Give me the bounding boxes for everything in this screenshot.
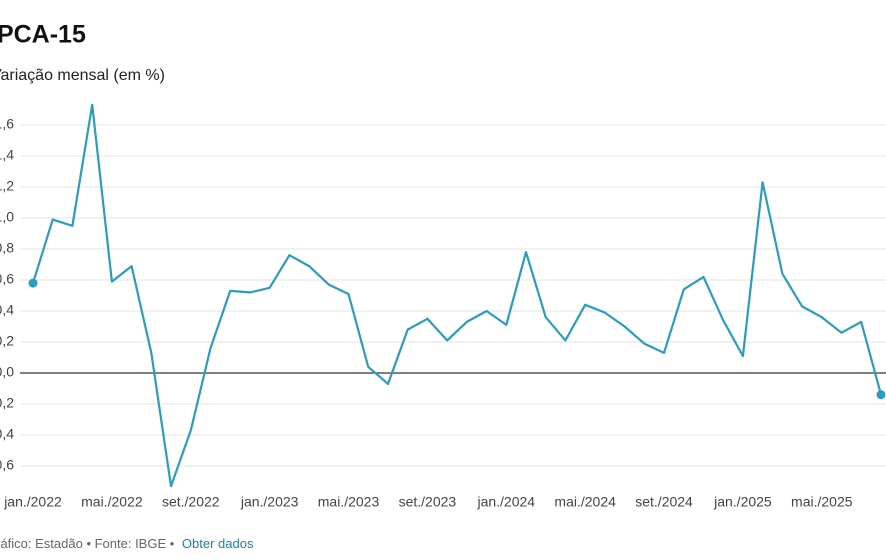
y-tick-label: -0,2 xyxy=(0,395,14,411)
y-tick-label: 1,0 xyxy=(0,209,14,225)
y-tick-label: 0,4 xyxy=(0,302,14,318)
x-tick-label: jan./2024 xyxy=(476,494,535,510)
x-tick-label: mai./2025 xyxy=(791,494,853,510)
y-tick-label: 0,0 xyxy=(0,364,14,380)
x-tick-label: jan./2025 xyxy=(713,494,772,510)
y-tick-label: 0,8 xyxy=(0,240,14,256)
y-tick-label: -0,4 xyxy=(0,426,14,442)
source: Gráfico: Estadão • Fonte: IBGE • xyxy=(0,536,175,551)
series-line xyxy=(31,103,883,488)
x-tick-label: mai./2022 xyxy=(81,494,143,510)
end-point xyxy=(28,278,38,288)
y-tick-label: 0,2 xyxy=(0,333,14,349)
footer: Gráfico: Estadão • Fonte: IBGE • Obter d… xyxy=(0,536,254,551)
chart-subtitle: Variação mensal (em %) xyxy=(0,67,165,84)
y-tick-label: 1,6 xyxy=(0,116,14,132)
y-tick-label: 0,6 xyxy=(0,271,14,287)
y-tick-label: 1,4 xyxy=(0,147,14,163)
x-tick-label: set./2023 xyxy=(399,494,457,510)
x-tick-label: mai./2024 xyxy=(554,494,616,510)
x-tick-label: set./2022 xyxy=(162,494,220,510)
x-tick-label: mai./2023 xyxy=(318,494,380,510)
x-tick-label: jan./2022 xyxy=(3,494,62,510)
x-tick-label: set./2024 xyxy=(635,494,693,510)
y-tick-label: -0,6 xyxy=(0,457,14,473)
end-point xyxy=(876,390,886,400)
x-tick-label: jan./2023 xyxy=(240,494,299,510)
y-tick-label: 1,2 xyxy=(0,178,14,194)
chart-title: IPCA-15 xyxy=(0,21,86,49)
data-link[interactable]: Obter dados xyxy=(182,536,254,551)
